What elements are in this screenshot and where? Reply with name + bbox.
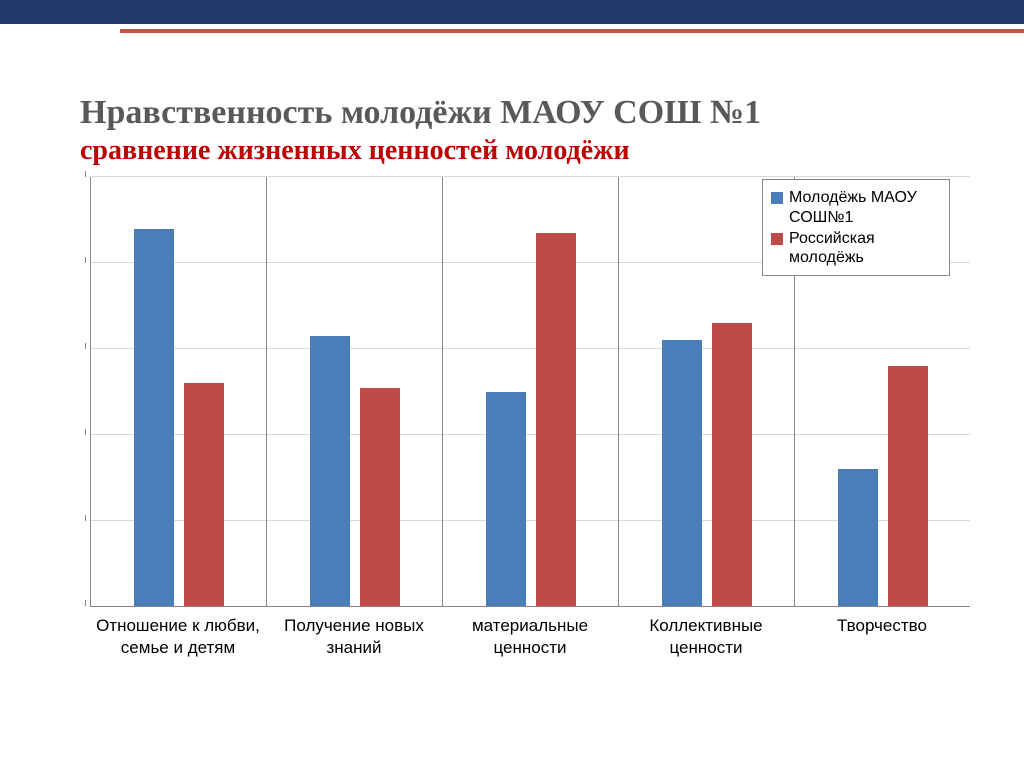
bar-group: [443, 177, 619, 606]
bar: [134, 229, 174, 607]
bar: [838, 469, 878, 606]
bar: [662, 340, 702, 606]
x-axis-label: Коллективные ценности: [618, 615, 794, 658]
x-axis-labels: Отношение к любви, семье и детямПолучени…: [90, 615, 970, 658]
title-main: Нравственность молодёжи МАОУ СОШ №1: [80, 94, 964, 131]
y-tick: [85, 257, 86, 263]
bar: [888, 366, 928, 606]
y-tick: [85, 515, 86, 521]
header-bar-thin: [120, 29, 1024, 33]
legend-label: Молодёжь МАОУ СОШ№1: [789, 188, 939, 226]
y-tick: [85, 171, 86, 177]
plot-area: Молодёжь МАОУ СОШ№1Российская молодёжь: [90, 177, 970, 607]
y-tick: [85, 429, 86, 435]
legend-item: Российская молодёжь: [771, 229, 939, 267]
bar-group: [267, 177, 443, 606]
legend-swatch: [771, 233, 783, 245]
header-bar-thick: [0, 0, 1024, 24]
bar: [536, 233, 576, 606]
bar: [184, 383, 224, 606]
x-axis-label: Творчество: [794, 615, 970, 658]
chart: Молодёжь МАОУ СОШ№1Российская молодёжь О…: [90, 177, 970, 658]
x-axis-label: Отношение к любви, семье и детям: [90, 615, 266, 658]
header-bar-thin-wrap: [0, 24, 1024, 34]
slide-content: Нравственность молодёжи МАОУ СОШ №1 срав…: [0, 34, 1024, 678]
header-bar: [0, 0, 1024, 34]
title-sub: сравнение жизненных ценностей молодёжи: [80, 135, 964, 167]
bar-group: [91, 177, 267, 606]
y-tick: [85, 343, 86, 349]
y-tick: [85, 600, 86, 606]
legend: Молодёжь МАОУ СОШ№1Российская молодёжь: [762, 179, 950, 276]
bar: [310, 336, 350, 606]
legend-item: Молодёжь МАОУ СОШ№1: [771, 188, 939, 226]
legend-swatch: [771, 192, 783, 204]
legend-label: Российская молодёжь: [789, 229, 939, 267]
bar: [712, 323, 752, 606]
x-axis-label: материальные ценности: [442, 615, 618, 658]
bar: [486, 392, 526, 607]
bar: [360, 388, 400, 607]
x-axis-label: Получение новых знаний: [266, 615, 442, 658]
